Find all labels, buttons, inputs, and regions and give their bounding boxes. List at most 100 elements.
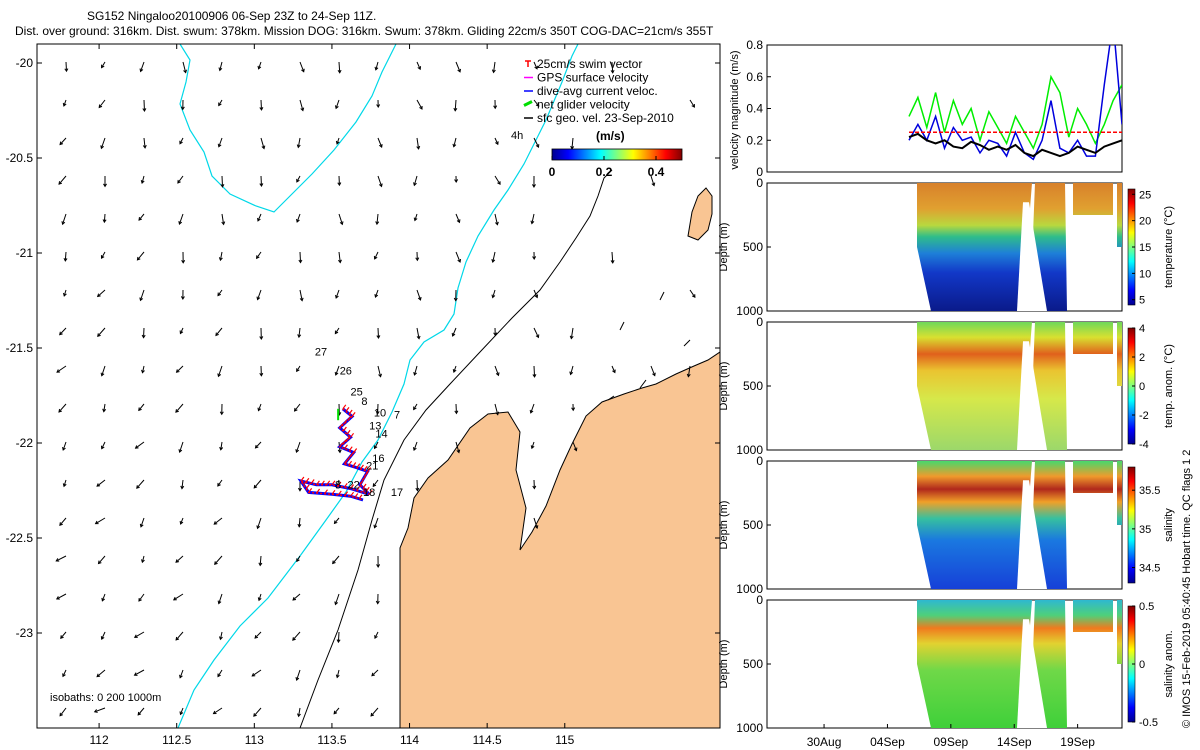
velocity-arrowhead <box>179 520 184 525</box>
velocity-arrowhead <box>175 409 179 413</box>
swim-vector <box>331 489 336 495</box>
velocity-arrowhead <box>297 523 302 528</box>
velocity-arrowhead <box>491 259 496 263</box>
swim-vector <box>359 480 364 486</box>
velocity-arrowhead <box>138 217 143 221</box>
velocity-arrowhead <box>256 525 261 530</box>
velocity-arrow <box>494 403 499 415</box>
salinity-anomaly-ytick-label: 500 <box>743 657 763 671</box>
velocity-arrowhead <box>376 104 381 109</box>
velocity-arrowhead <box>101 64 105 69</box>
swim-vector <box>342 426 347 432</box>
velocity-arrow <box>218 99 223 106</box>
salinity-cbar-label: salinity <box>1163 508 1175 542</box>
velocity-arrow <box>134 669 145 676</box>
velocity-arrow <box>455 61 461 73</box>
velocity-arrowhead <box>415 487 420 492</box>
velocity-arrow <box>253 707 262 717</box>
velocity-arrowhead <box>334 105 339 110</box>
velocity-arrow <box>492 251 496 263</box>
swim-vector <box>356 463 361 469</box>
velocity-arrowhead <box>335 674 340 679</box>
velocity-arrow <box>103 403 106 412</box>
velocity-arrow <box>333 707 340 715</box>
velocity-arrow <box>101 441 106 449</box>
velocity-arrow <box>494 175 501 185</box>
swim-vector <box>368 489 373 495</box>
velocity-arrow <box>259 555 262 566</box>
velocity-arrowhead <box>296 368 300 373</box>
velocity-arrow <box>180 707 184 715</box>
map-ytick-label: -21 <box>16 246 34 260</box>
velocity-arrowhead <box>61 221 66 226</box>
velocity-arrow <box>533 289 538 298</box>
velocity-arrowhead <box>454 410 459 415</box>
velocity-arrowhead <box>691 294 696 298</box>
velocity-arrow <box>96 479 106 487</box>
velocity-arrow <box>220 441 223 450</box>
velocity-arrow <box>255 441 262 449</box>
velocity-arrow <box>298 327 301 338</box>
velocity-arrow <box>59 327 67 335</box>
salinity-cbar-tick-label: 35.5 <box>1139 485 1160 497</box>
legend-label: net glider velocity <box>537 98 630 112</box>
velocity-arrow <box>334 593 340 605</box>
velocity-arrowhead <box>298 259 303 264</box>
isobath-1000m-north <box>179 44 397 213</box>
swim-vector <box>351 412 356 417</box>
velocity-arrow <box>103 213 106 223</box>
swim-vector <box>362 483 367 489</box>
velocity-arrow <box>413 441 418 451</box>
day-label: 17 <box>391 487 403 499</box>
velocity-arrowhead <box>100 636 105 641</box>
velocity-arrowhead <box>103 183 107 188</box>
swim-vector <box>350 484 355 489</box>
velocity-arrow <box>611 61 614 73</box>
velocity-arrowhead <box>417 296 422 301</box>
colorbar-units: (m/s) <box>596 129 625 143</box>
velocity-arrow <box>56 593 67 600</box>
velocity-ytick-label: 0.2 <box>746 133 763 147</box>
swim-vector <box>316 488 321 494</box>
velocity-arrowhead <box>253 713 257 717</box>
velocity-arrow <box>296 555 301 562</box>
velocity-arrowhead <box>535 144 540 148</box>
velocity-arrowhead <box>139 297 144 302</box>
velocity-arrow <box>139 289 145 301</box>
temperature-cbar-tick-label: 5 <box>1139 295 1145 307</box>
velocity-arrow <box>182 61 187 73</box>
velocity-arrow <box>338 61 341 73</box>
time-tick-label: 09Sep <box>933 735 968 749</box>
velocity-arrowhead <box>651 182 656 187</box>
velocity-arrowhead <box>295 449 300 454</box>
velocity-arrowhead <box>259 372 264 377</box>
swim-vector <box>354 493 359 498</box>
velocity-ytick-label: 0 <box>756 165 763 179</box>
velocity-arrow <box>370 707 379 717</box>
velocity-arrowhead <box>334 330 339 335</box>
swim-vector <box>353 448 358 453</box>
velocity-arrow <box>140 517 145 528</box>
swim-vector <box>320 480 325 486</box>
velocity-arrow <box>218 593 223 604</box>
velocity-arrowhead <box>172 596 177 601</box>
velocity-arrowhead <box>297 713 301 718</box>
velocity-arrowhead <box>451 332 456 337</box>
velocity-arrow <box>377 365 382 377</box>
velocity-arrowhead <box>259 336 264 340</box>
velocity-arrow <box>63 479 67 487</box>
velocity-arrowhead <box>334 601 339 606</box>
velocity-arrowhead <box>370 712 375 717</box>
velocity-arrow <box>260 99 263 110</box>
velocity-arrow <box>140 61 145 72</box>
time-tick-label: 19Sep <box>1060 735 1095 749</box>
salinity-ytick-label: 500 <box>743 518 763 532</box>
velocity-arrow <box>296 669 301 681</box>
map-xtick-label: 112 <box>90 733 109 747</box>
velocity-arrowhead <box>100 145 105 150</box>
velocity-arrowhead <box>180 485 185 490</box>
velocity-arrowhead <box>138 407 142 412</box>
map-xtick-label: 115 <box>555 733 574 747</box>
